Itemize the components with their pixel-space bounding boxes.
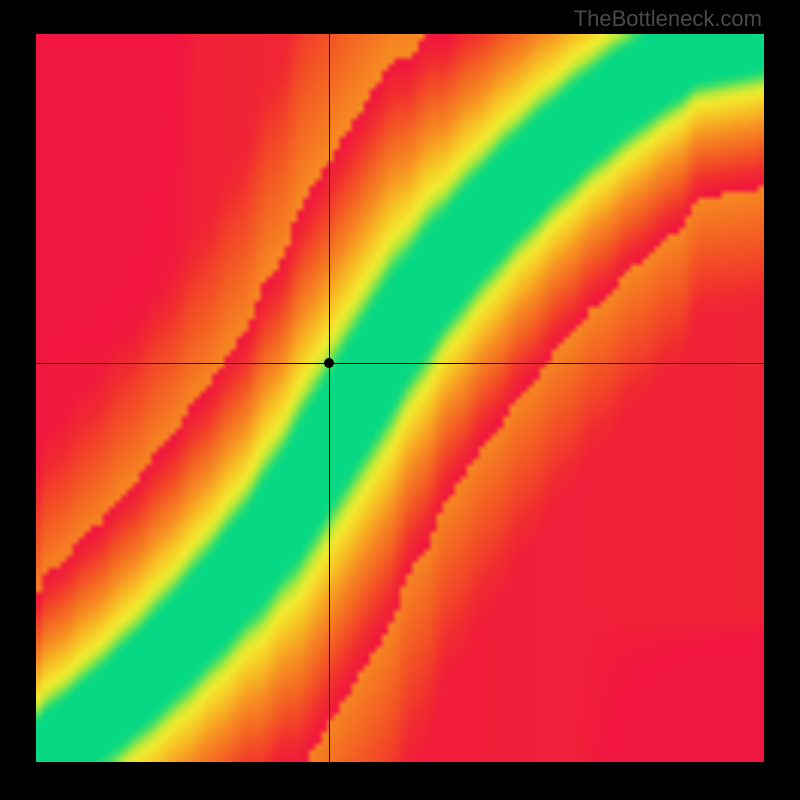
crosshair-horizontal xyxy=(36,363,764,364)
heatmap-canvas xyxy=(36,34,764,762)
watermark-text: TheBottleneck.com xyxy=(574,6,762,32)
marker-dot xyxy=(324,358,334,368)
heatmap-plot xyxy=(36,34,764,762)
page-background: TheBottleneck.com xyxy=(0,0,800,800)
crosshair-vertical xyxy=(329,34,330,762)
